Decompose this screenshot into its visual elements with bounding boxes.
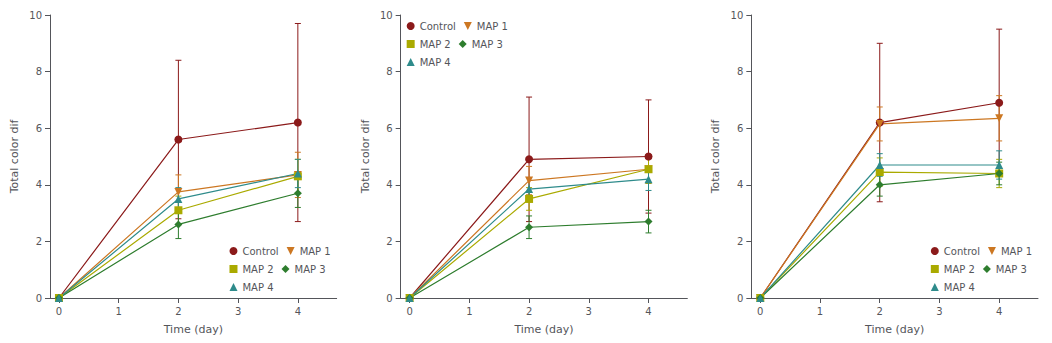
svg-text:6: 6 [36,123,42,134]
svg-text:0: 0 [406,306,412,317]
svg-text:0: 0 [386,293,392,304]
svg-text:MAP 3: MAP 3 [996,264,1027,275]
svg-text:10: 10 [380,10,393,21]
svg-text:0: 0 [36,293,42,304]
svg-text:MAP 2: MAP 2 [242,264,273,275]
svg-text:2: 2 [877,306,883,317]
svg-text:1: 1 [115,306,121,317]
svg-text:2: 2 [36,236,42,247]
svg-text:0: 0 [56,306,62,317]
svg-text:4: 4 [295,306,301,317]
svg-text:4: 4 [737,179,743,190]
svg-text:4: 4 [645,306,651,317]
svg-text:6: 6 [737,123,743,134]
svg-text:0: 0 [757,306,763,317]
svg-text:2: 2 [386,236,392,247]
svg-text:2: 2 [737,236,743,247]
svg-text:3: 3 [235,306,241,317]
svg-text:8: 8 [36,66,42,77]
svg-text:10: 10 [29,10,42,21]
svg-text:0: 0 [737,293,743,304]
svg-text:1: 1 [817,306,823,317]
svg-text:MAP 1: MAP 1 [1001,246,1032,257]
svg-text:MAP 1: MAP 1 [300,246,331,257]
svg-text:Time (day): Time (day) [513,323,573,336]
svg-text:2: 2 [175,306,181,317]
svg-text:4: 4 [386,179,392,190]
svg-text:3: 3 [586,306,592,317]
svg-text:MAP 1: MAP 1 [477,21,508,32]
svg-text:Control: Control [420,21,456,32]
svg-text:Total color dif: Total color dif [709,119,722,195]
svg-text:6: 6 [386,123,392,134]
svg-text:Control: Control [242,246,278,257]
svg-text:Control: Control [944,246,980,257]
svg-text:MAP 3: MAP 3 [472,39,503,50]
svg-text:MAP 2: MAP 2 [420,39,451,50]
svg-text:MAP 4: MAP 4 [944,282,975,293]
svg-text:MAP 4: MAP 4 [242,282,273,293]
svg-text:Total color dif: Total color dif [8,119,21,195]
svg-text:8: 8 [386,66,392,77]
svg-text:Time (day): Time (day) [163,323,223,336]
svg-text:2: 2 [526,306,532,317]
svg-text:3: 3 [936,306,942,317]
svg-text:MAP 3: MAP 3 [295,264,326,275]
svg-text:1: 1 [466,306,472,317]
svg-text:4: 4 [36,179,42,190]
svg-text:MAP 2: MAP 2 [944,264,975,275]
svg-text:MAP 4: MAP 4 [420,57,451,68]
svg-text:8: 8 [737,66,743,77]
svg-text:Total color dif: Total color dif [359,119,372,195]
svg-text:4: 4 [996,306,1002,317]
svg-text:Time (day): Time (day) [864,323,924,336]
svg-text:10: 10 [731,10,744,21]
